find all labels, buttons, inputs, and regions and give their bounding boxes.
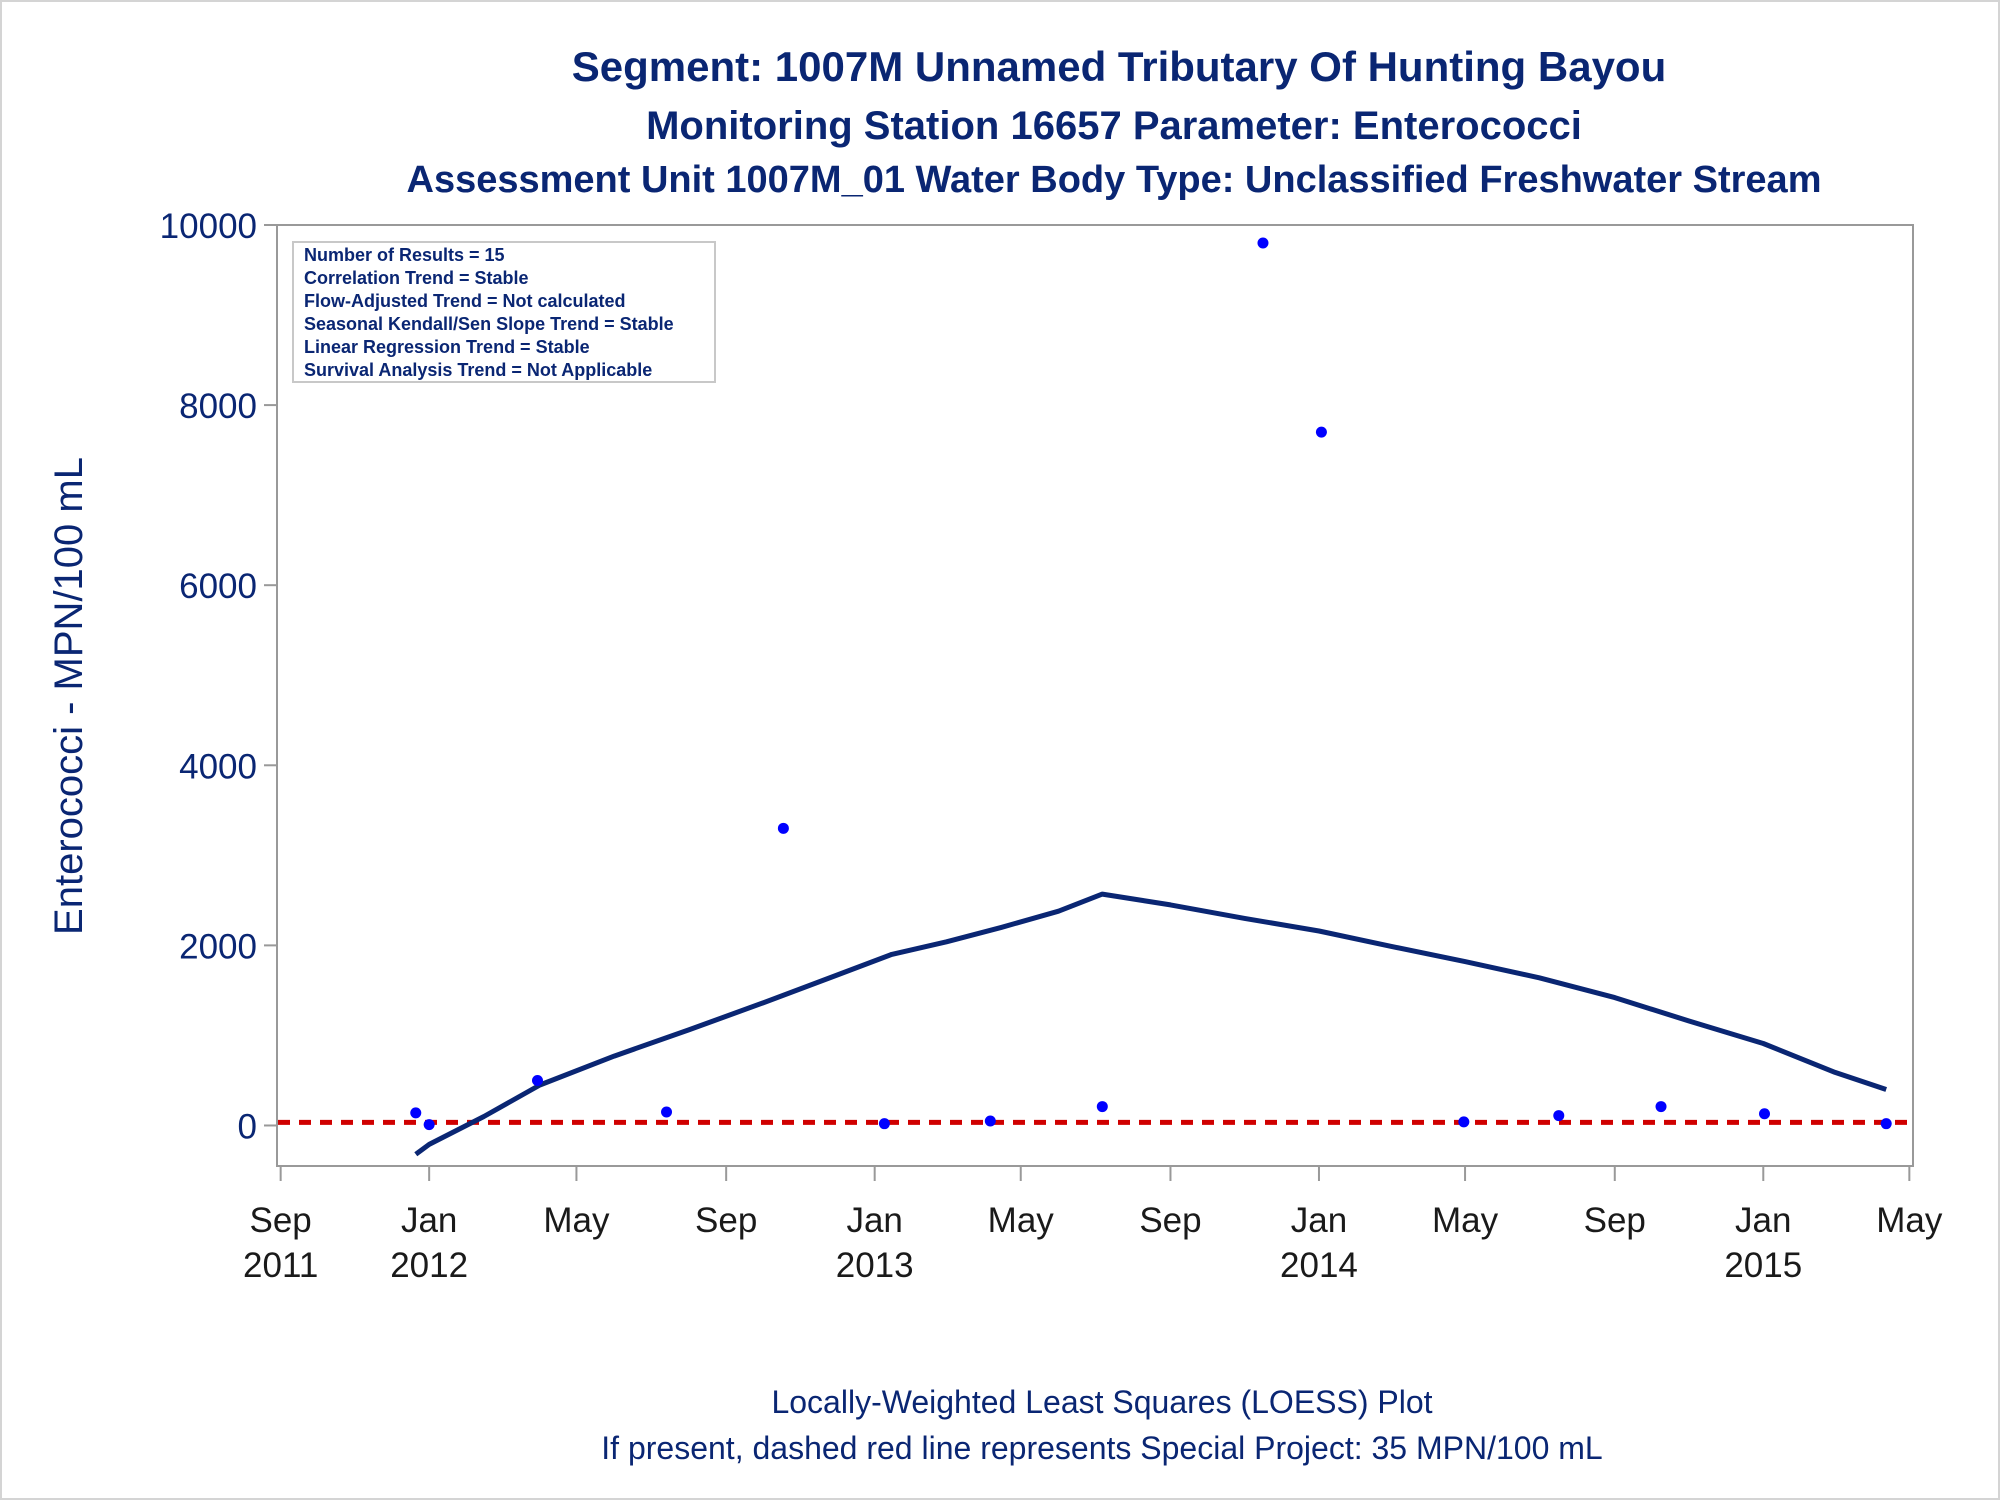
data-point bbox=[777, 822, 789, 834]
x-tick-label: May bbox=[1432, 1201, 1499, 1240]
data-point bbox=[1257, 237, 1269, 249]
data-point bbox=[878, 1118, 890, 1130]
y-tick-label: 10000 bbox=[160, 207, 257, 246]
x-tick-year-label: 2012 bbox=[390, 1246, 468, 1285]
series-layer bbox=[278, 237, 1912, 1157]
data-point bbox=[1458, 1116, 1470, 1128]
x-tick-year-label: 2011 bbox=[243, 1246, 318, 1285]
loess-line bbox=[414, 891, 1887, 1157]
data-point bbox=[1096, 1101, 1108, 1113]
x-tick-label: Sep bbox=[1139, 1201, 1201, 1240]
stats-legend: Number of Results = 15 Correlation Trend… bbox=[292, 241, 716, 383]
stat-seasonal-kendall-trend: Seasonal Kendall/Sen Slope Trend = Stabl… bbox=[304, 314, 674, 334]
footnote-line-2: If present, dashed red line represents S… bbox=[601, 1430, 1602, 1466]
data-point bbox=[1655, 1101, 1667, 1113]
x-tick-label: Sep bbox=[250, 1201, 312, 1240]
y-tick-label: 6000 bbox=[179, 567, 257, 606]
x-tick-label: May bbox=[988, 1201, 1055, 1240]
y-tick-label: 8000 bbox=[179, 387, 257, 426]
data-point bbox=[531, 1074, 543, 1086]
x-tick-label: Sep bbox=[1584, 1201, 1646, 1240]
x-tick-label: May bbox=[543, 1201, 610, 1240]
data-point bbox=[423, 1119, 435, 1131]
x-tick-year-label: 2014 bbox=[1280, 1246, 1358, 1285]
x-tick-label: Jan bbox=[1735, 1201, 1791, 1240]
y-axis: 0 2000 4000 6000 8000 10000 bbox=[160, 207, 277, 1146]
y-tick-label: 0 bbox=[238, 1107, 257, 1146]
x-tick-label: Jan bbox=[1291, 1201, 1347, 1240]
stat-flow-adjusted-trend: Flow-Adjusted Trend = Not calculated bbox=[304, 291, 626, 311]
data-point bbox=[661, 1106, 673, 1118]
x-tick-year-label: 2013 bbox=[836, 1246, 914, 1285]
y-tick-label: 2000 bbox=[179, 927, 257, 966]
stat-correlation-trend: Correlation Trend = Stable bbox=[304, 268, 529, 288]
footnote-line-1: Locally-Weighted Least Squares (LOESS) P… bbox=[771, 1384, 1432, 1420]
data-point bbox=[1315, 426, 1327, 438]
chart-title: Segment: 1007M Unnamed Tributary Of Hunt… bbox=[572, 43, 1666, 90]
data-point bbox=[1880, 1118, 1892, 1130]
plot-area bbox=[276, 224, 1914, 1167]
x-axis: Sep 2011 Jan 2012 May Sep Jan 2013 May Sep Jan 2014… bbox=[243, 1166, 1943, 1285]
chart-subtitle: Monitoring Station 16657 Parameter: Ente… bbox=[646, 104, 1582, 148]
data-point bbox=[410, 1107, 422, 1119]
x-tick-label: Jan bbox=[846, 1201, 902, 1240]
x-tick-label: Sep bbox=[695, 1201, 757, 1240]
stat-linear-regression-trend: Linear Regression Trend = Stable bbox=[304, 337, 590, 357]
data-point bbox=[1758, 1108, 1770, 1120]
x-tick-label: Jan bbox=[401, 1201, 457, 1240]
y-axis-label: Enterococci - MPN/100 mL bbox=[47, 457, 91, 935]
x-tick-year-label: 2015 bbox=[1724, 1246, 1802, 1285]
data-point bbox=[984, 1115, 996, 1127]
y-tick-label: 4000 bbox=[179, 747, 257, 786]
x-tick-label: May bbox=[1876, 1201, 1943, 1240]
data-point bbox=[1553, 1110, 1565, 1122]
chart-subtitle-2: Assessment Unit 1007M_01 Water Body Type… bbox=[407, 159, 1822, 201]
stats-legend-box bbox=[292, 241, 716, 383]
stat-number-of-results: Number of Results = 15 bbox=[304, 245, 505, 265]
stat-survival-analysis-trend: Survival Analysis Trend = Not Applicable bbox=[304, 360, 652, 380]
